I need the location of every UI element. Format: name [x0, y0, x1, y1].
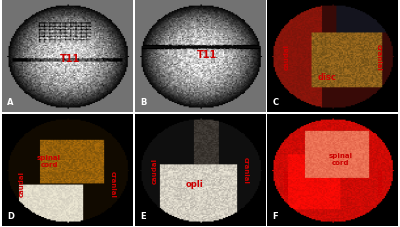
Text: cranial: cranial	[243, 157, 249, 183]
Text: caudal: caudal	[151, 157, 157, 183]
Text: T11: T11	[60, 54, 80, 64]
Text: cranial: cranial	[375, 168, 382, 195]
Text: spinal
cord: spinal cord	[37, 155, 61, 168]
Text: C: C	[272, 98, 279, 107]
Text: A: A	[7, 98, 14, 107]
Text: cranial: cranial	[375, 44, 382, 70]
Text: opli: opli	[186, 179, 204, 188]
Text: B: B	[140, 98, 146, 107]
Text: spinal
cord: spinal cord	[328, 153, 352, 165]
Text: cranial: cranial	[110, 170, 116, 197]
Text: D: D	[7, 211, 14, 220]
Text: caudal: caudal	[18, 170, 25, 196]
Text: caudal: caudal	[284, 44, 290, 70]
Text: disc: disc	[318, 72, 337, 81]
Text: E: E	[140, 211, 146, 220]
Text: caudal: caudal	[284, 168, 290, 194]
Text: F: F	[272, 211, 278, 220]
Text: T11: T11	[196, 50, 217, 60]
